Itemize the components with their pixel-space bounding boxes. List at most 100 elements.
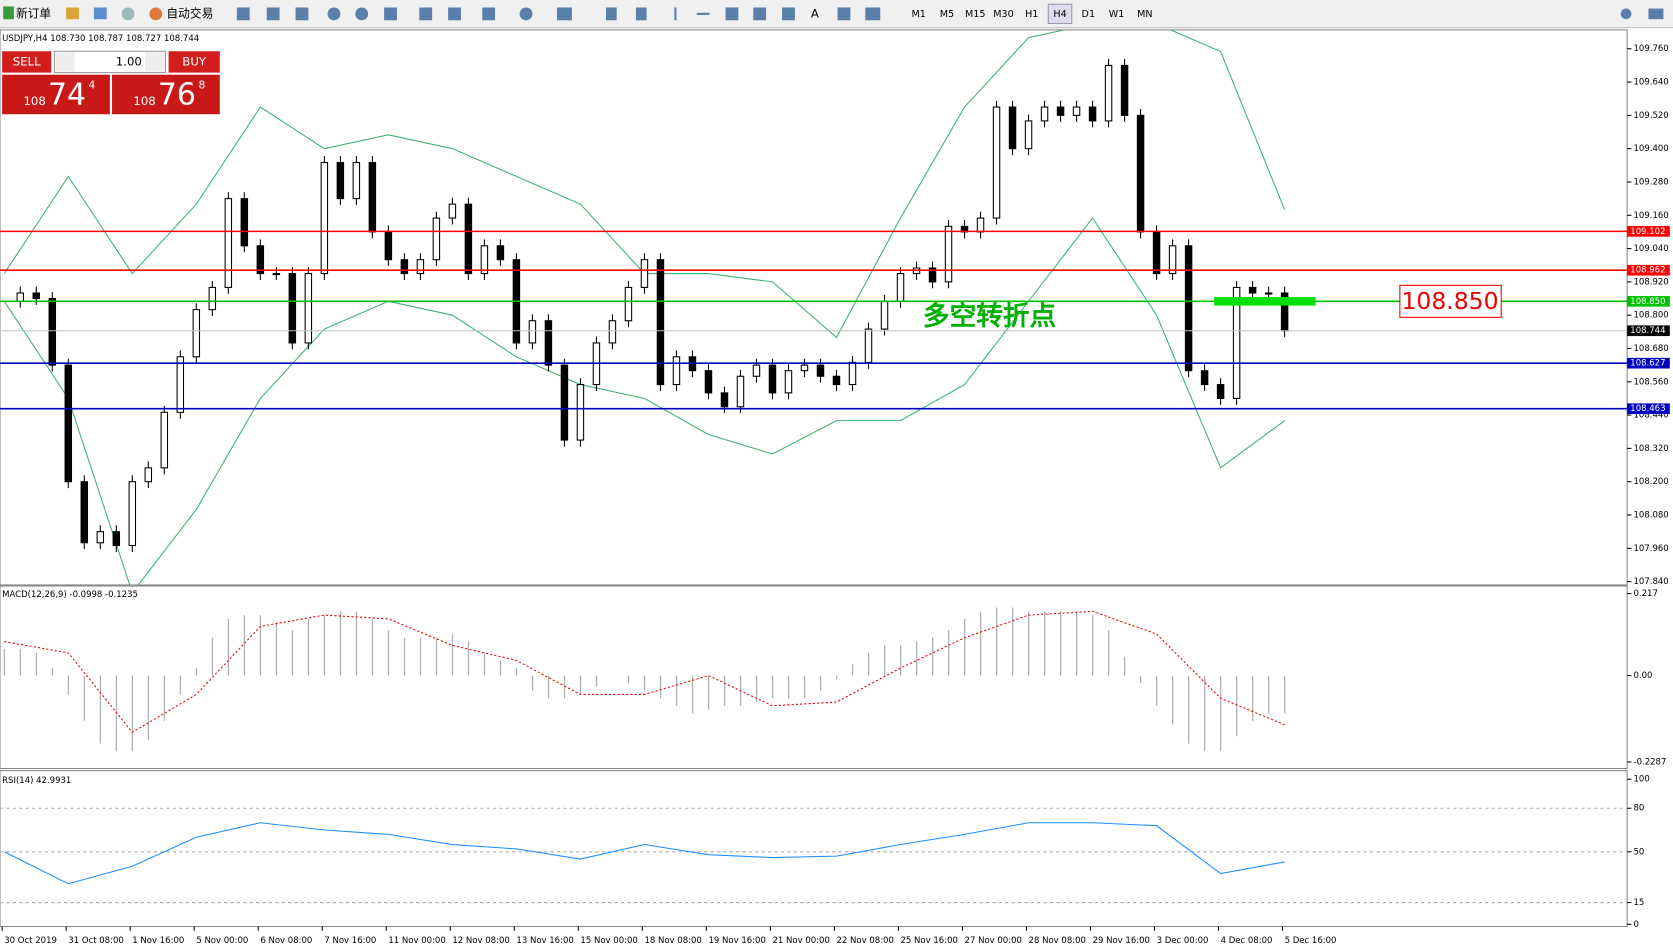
x-tick-label: 31 Oct 08:00	[68, 936, 124, 946]
x-tick-label: 15 Nov 00:00	[580, 936, 637, 946]
timeframe-button[interactable]: H4	[1053, 9, 1066, 20]
pivot-zone	[1214, 297, 1316, 306]
lot-input[interactable]	[53, 50, 166, 74]
candle-body	[128, 481, 137, 547]
macd-bar	[915, 641, 918, 676]
new-order-icon[interactable]	[3, 6, 14, 20]
macd-bar	[1236, 675, 1238, 737]
zoom-out-icon[interactable]	[355, 7, 369, 21]
buy-label[interactable]: BUY	[182, 54, 207, 68]
macd-bar	[227, 618, 230, 676]
new-order-button[interactable]: 新订单	[16, 6, 51, 20]
x-tick-label: 22 Nov 08:00	[837, 936, 894, 946]
lot-value[interactable]: 1.00	[116, 54, 142, 68]
macd-bar	[1268, 675, 1270, 714]
fibo-icon[interactable]	[782, 7, 795, 21]
macd-bar	[1156, 675, 1158, 706]
timeframe-button[interactable]: M15	[965, 9, 985, 20]
timeframe-button[interactable]: M30	[993, 9, 1013, 20]
candle-body	[1024, 120, 1033, 150]
macd-bar	[531, 675, 534, 691]
sell-button[interactable]	[2, 51, 52, 73]
level-axis-label: 108.627	[1630, 359, 1665, 369]
toolbar-icon[interactable]	[121, 7, 135, 21]
x-tick-label: 29 Nov 16:00	[1093, 936, 1150, 946]
macd-bar	[707, 675, 710, 710]
level-axis-label: 108.463	[1630, 404, 1665, 414]
chat-icon[interactable]	[1648, 8, 1664, 20]
macd-bar	[1204, 675, 1206, 752]
buy-price-box[interactable]	[112, 74, 220, 115]
macd-bar	[403, 637, 406, 676]
candle-body	[368, 162, 377, 233]
sell-price-big: 108	[23, 94, 45, 108]
x-tick-label: 5 Nov 00:00	[196, 936, 248, 946]
vline-icon[interactable]	[674, 7, 677, 21]
x-tick-label: 19 Nov 16:00	[708, 936, 765, 946]
auto-trading-button[interactable]: 自动交易	[166, 6, 213, 20]
zoom-in-icon[interactable]	[327, 7, 341, 21]
trendline-icon[interactable]	[725, 7, 739, 21]
macd-bar	[307, 618, 310, 676]
candle-body	[464, 203, 473, 275]
macd-bar	[147, 675, 150, 740]
candle-chart-icon[interactable]	[266, 7, 280, 21]
pivot-price-box	[1399, 284, 1502, 318]
pivot-annotation: 多空转折点	[923, 301, 1056, 332]
macd-bar	[1252, 675, 1254, 721]
candle-body	[928, 267, 937, 283]
arrows-icon[interactable]	[865, 7, 881, 21]
autoscroll-icon[interactable]	[419, 7, 433, 21]
x-tick-label: 25 Nov 16:00	[901, 936, 958, 946]
macd-bar	[51, 668, 54, 676]
candle-body	[672, 356, 681, 386]
lot-decrease[interactable]	[55, 52, 75, 72]
candle-body	[1120, 64, 1129, 116]
timeframes: M1 M5 M15 M30 H1 H4 D1 W1 MN	[911, 3, 1153, 25]
x-tick-label: 13 Nov 16:00	[516, 936, 573, 946]
y-tick-label: 109.520	[1634, 111, 1669, 121]
chart-shift-icon[interactable]	[448, 7, 461, 21]
sell-label[interactable]: SELL	[13, 54, 41, 68]
candle-body	[1056, 106, 1065, 116]
candle-body	[112, 531, 121, 547]
toolbar-icon[interactable]	[93, 7, 107, 20]
candle-body	[800, 364, 809, 372]
timeframe-button[interactable]: D1	[1082, 9, 1095, 20]
y-tick-label: 108.320	[1634, 444, 1669, 454]
sell-price-box[interactable]	[2, 74, 110, 115]
macd-bar	[467, 641, 470, 676]
text-tool[interactable]: A	[811, 6, 819, 20]
bar-chart-icon[interactable]	[236, 7, 250, 21]
templates-icon[interactable]	[556, 7, 572, 21]
timeframe-button[interactable]: MN	[1137, 9, 1152, 20]
crosshair-icon[interactable]	[635, 7, 647, 21]
timeframe-button[interactable]: W1	[1109, 9, 1125, 20]
timeframe-button[interactable]: M1	[911, 9, 925, 20]
line-chart-icon[interactable]	[295, 7, 309, 21]
toolbar	[0, 0, 1673, 28]
price-chart: 多空转折点 108.850	[0, 29, 1628, 585]
hline-icon[interactable]	[696, 12, 710, 15]
cursor-icon[interactable]	[606, 7, 617, 21]
periods-icon[interactable]	[519, 7, 533, 21]
level-axis-box	[1627, 325, 1670, 337]
tile-icon[interactable]	[384, 7, 397, 21]
indicators-icon[interactable]	[482, 7, 496, 21]
level-axis-box	[1627, 357, 1670, 369]
candle-body	[992, 106, 1001, 219]
channel-icon[interactable]	[753, 7, 767, 21]
toolbar-icon[interactable]	[66, 7, 79, 20]
timeframe-button[interactable]: H1	[1025, 9, 1038, 20]
y-tick-label: 108.200	[1634, 477, 1669, 487]
search-icon[interactable]	[1620, 8, 1632, 20]
auto-trading-icon[interactable]	[149, 7, 163, 21]
candle-body	[1152, 231, 1161, 275]
candle-body	[704, 370, 713, 394]
lot-increase[interactable]	[145, 52, 165, 72]
candle-body	[944, 225, 953, 283]
label-icon[interactable]	[837, 7, 851, 21]
timeframe-button[interactable]: M5	[940, 9, 954, 20]
buy-button[interactable]	[168, 51, 220, 73]
y-tick-label: 100	[1634, 775, 1650, 785]
